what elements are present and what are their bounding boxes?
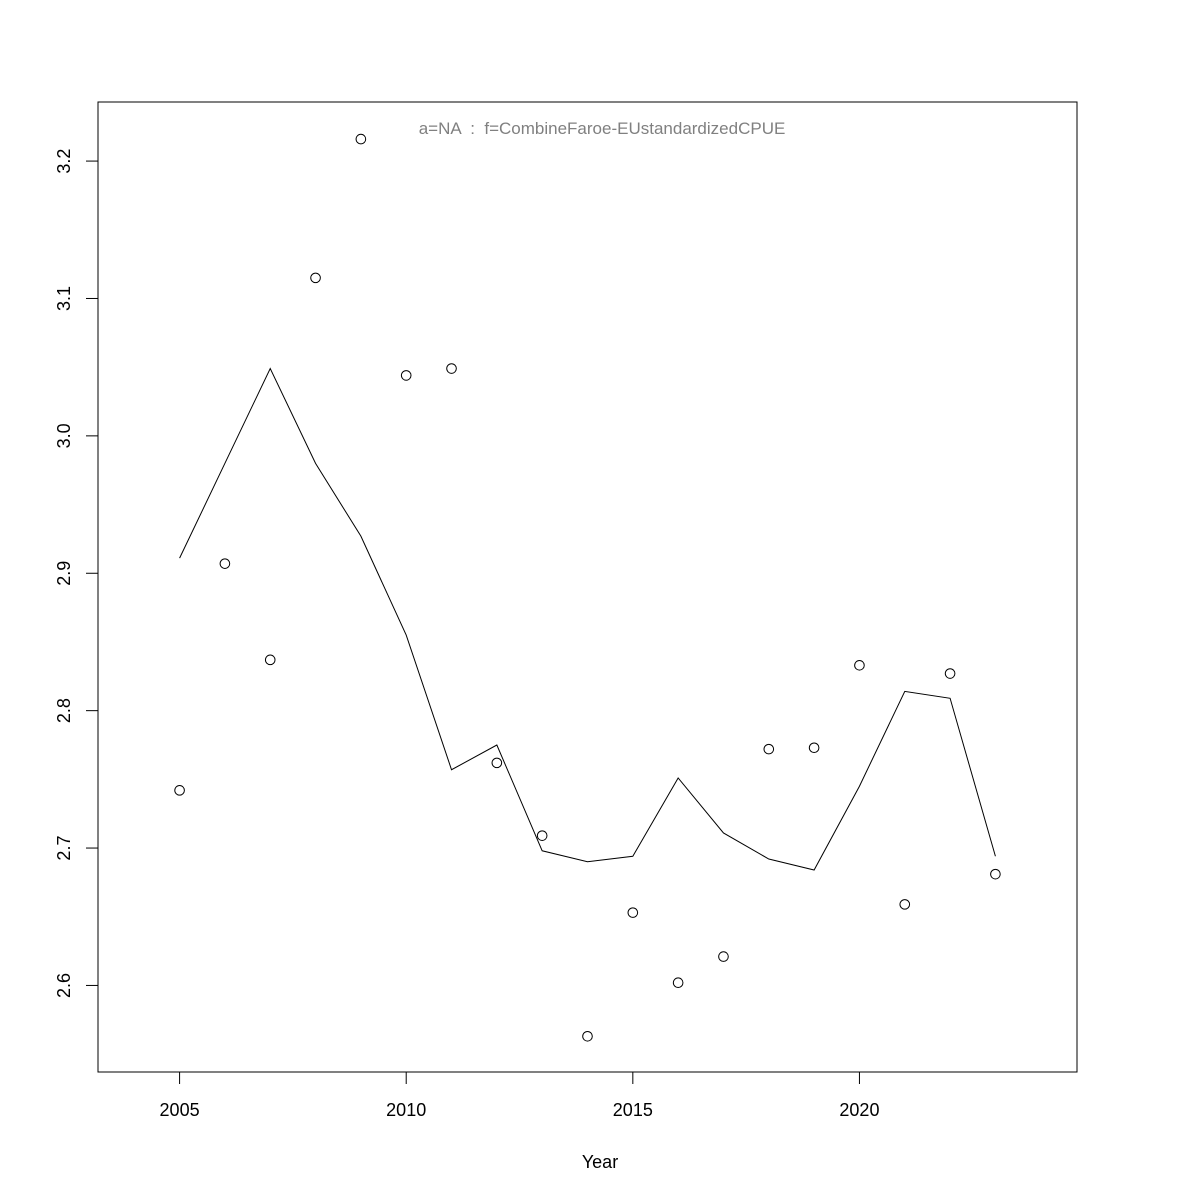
data-point [854, 660, 865, 671]
fitted-line [179, 367, 996, 871]
chart-title: a=NA : f=CombineFaroe-EUstandardizedCPUE [419, 119, 786, 138]
x-tick-label: 2020 [839, 1100, 879, 1120]
data-point [355, 133, 367, 145]
x-tick-label: 2015 [613, 1100, 653, 1120]
data-point [219, 558, 231, 569]
y-axis: 2.6 2.7 2.8 2.9 3.0 3.1 3.2 [54, 149, 99, 998]
plot-frame [97, 101, 1078, 1073]
data-point [536, 830, 548, 841]
data-point [672, 977, 684, 988]
data-point [264, 654, 276, 666]
data-point [174, 785, 185, 796]
x-axis: 2005 2010 2015 2020 [160, 1071, 879, 1120]
data-point [718, 951, 729, 962]
y-tick-label: 2.6 [54, 973, 74, 998]
y-tick-label: 3.1 [54, 286, 74, 311]
y-tick-label: 3.0 [54, 423, 74, 448]
data-point [627, 907, 639, 918]
x-tick-label: 2010 [386, 1100, 426, 1120]
y-tick-label: 2.8 [54, 698, 74, 723]
data-point [582, 1030, 593, 1042]
y-tick-label: 2.7 [54, 836, 74, 861]
x-axis-label: Year [582, 1152, 618, 1172]
data-point [808, 742, 820, 754]
data-point [990, 868, 1001, 880]
series-layer [174, 133, 1001, 1042]
data-point [400, 370, 412, 381]
data-point [763, 743, 775, 755]
x-tick-label: 2005 [160, 1100, 200, 1120]
data-point [899, 899, 911, 910]
data-point [310, 272, 321, 284]
data-point [944, 668, 956, 679]
y-tick-label: 3.2 [54, 149, 74, 174]
y-tick-label: 2.9 [54, 561, 74, 586]
data-point [491, 757, 503, 769]
data-point [446, 363, 457, 374]
